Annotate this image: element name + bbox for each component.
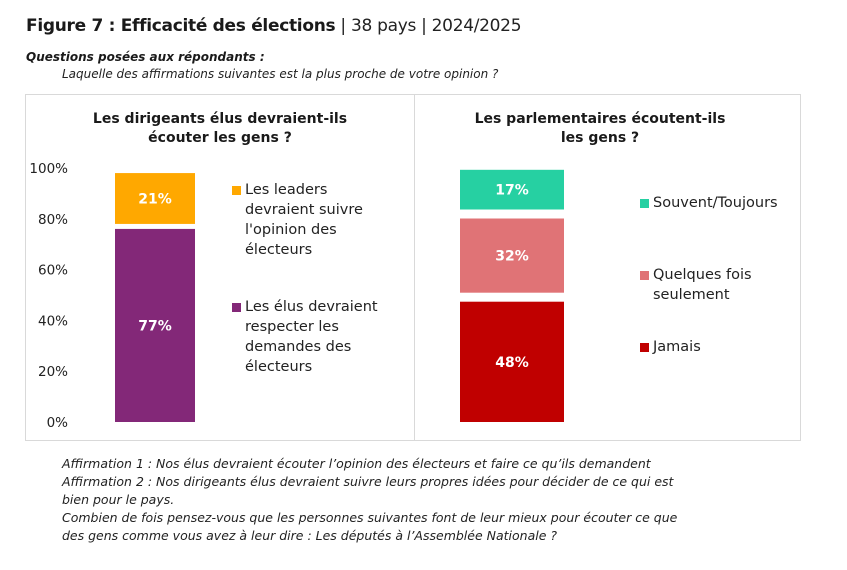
chart-title-left: Les dirigeants élus devraient-ils écoute…: [60, 110, 380, 148]
note-line: Affirmation 2 : Nos dirigeants élus devr…: [62, 474, 674, 489]
legend-item-souvent: Souvent/Toujours: [640, 193, 778, 213]
question-text: Laquelle des affirmations suivantes est …: [62, 67, 499, 81]
legend-text: Jamais: [653, 339, 701, 355]
data-label: 77%: [138, 318, 172, 334]
chart-panel-left: [25, 94, 415, 441]
y-tick-label: 0%: [47, 415, 69, 431]
y-tick-label: 80%: [38, 212, 68, 228]
y-tick-label: 20%: [38, 364, 68, 380]
chart-title-right-line2: les gens ?: [560, 130, 640, 146]
chart-title-right: Les parlementaires écoutent-ils les gens…: [440, 110, 760, 148]
figure-notes: Affirmation 1 : Nos élus devraient écout…: [62, 455, 782, 545]
chart-title-right-line1: Les parlementaires écoutent-ils: [474, 111, 726, 127]
legend-text: Les élus devraient: [245, 299, 378, 315]
data-label: 32%: [495, 249, 529, 265]
bar-segment: [460, 169, 564, 210]
legend-text: électeurs: [245, 242, 313, 258]
legend-text: électeurs: [245, 359, 313, 375]
data-label: 48%: [495, 355, 529, 371]
legend-item-leaders: Les leaders devraient suivre l'opinion d…: [232, 180, 363, 260]
note-line: Combien de fois pensez-vous que les pers…: [62, 510, 678, 525]
note-line: Affirmation 1 : Nos élus devraient écout…: [62, 456, 651, 471]
legend-swatch-quelques: [640, 271, 649, 280]
legend-text: l'opinion des: [245, 222, 337, 238]
questions-heading: Questions posées aux répondants :: [26, 50, 265, 64]
bar-segment: [460, 218, 564, 293]
legend-swatch-leaders: [232, 186, 241, 195]
bar-segment: [460, 301, 564, 422]
figure-title-main: Figure 7 : Efficacité des élections: [26, 16, 336, 36]
legend-text: Quelques fois: [653, 267, 752, 283]
y-tick-label: 40%: [38, 313, 68, 329]
legend-text: seulement: [653, 287, 730, 303]
legend-item-jamais: Jamais: [640, 337, 701, 357]
data-label: 17%: [495, 183, 529, 199]
y-tick-label: 100%: [29, 161, 68, 177]
note-line: des gens comme vous avez à leur dire : L…: [62, 528, 558, 543]
chart-title-left-line1: Les dirigeants élus devraient-ils: [92, 111, 348, 127]
legend-swatch-souvent: [640, 199, 649, 208]
legend-item-elus: Les élus devraient respecter les demande…: [232, 297, 378, 377]
legend-swatch-elus: [232, 303, 241, 312]
bar-segment: [115, 173, 195, 224]
legend-text: demandes des: [245, 339, 352, 355]
legend-text: devraient suivre: [245, 202, 363, 218]
legend-item-quelques: Quelques fois seulement: [640, 265, 752, 305]
bar-segment: [115, 228, 195, 422]
data-label: 21%: [138, 192, 172, 208]
legend-text: Les leaders: [245, 182, 328, 198]
legend-text: respecter les: [245, 319, 339, 335]
y-tick-label: 60%: [38, 263, 68, 279]
figure-title: Figure 7 : Efficacité des élections | 38…: [26, 16, 522, 36]
legend-swatch-jamais: [640, 343, 649, 352]
figure-title-meta: | 38 pays | 2024/2025: [335, 16, 522, 36]
note-line: bien pour le pays.: [62, 492, 175, 507]
legend-text: Souvent/Toujours: [653, 195, 778, 211]
chart-title-left-line2: écouter les gens ?: [148, 130, 292, 146]
